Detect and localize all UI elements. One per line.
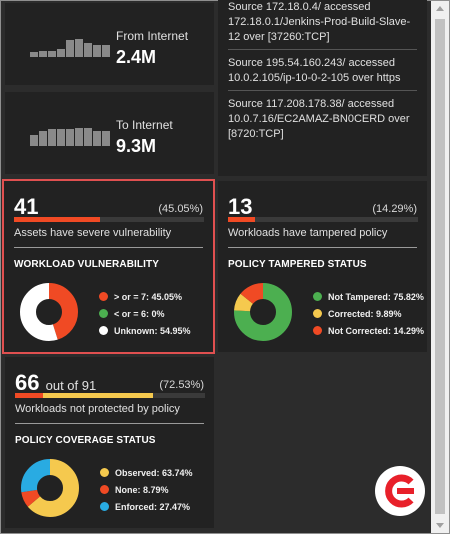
vulnerability-description: Assets have severe vulnerability (14, 227, 172, 239)
legend-dot (313, 309, 322, 318)
workload-vulnerability-card[interactable]: 41 (45.05%) Assets have severe vulnerabi… (2, 179, 215, 354)
tampered-progress-fill (228, 217, 255, 222)
sparkline-bar (93, 131, 101, 146)
donut-slice[interactable] (234, 283, 292, 341)
scroll-up-icon[interactable] (436, 6, 444, 11)
sparkline-bar (75, 39, 83, 57)
coverage-percent: (72.53%) (159, 379, 204, 391)
coverage-count: 66 out of 91 (15, 370, 96, 396)
legend-label: Not Tampered: 75.82% (328, 291, 424, 302)
access-event-item[interactable]: Source 195.54.160.243/ accessed 10.0.2.1… (228, 50, 417, 91)
vulnerability-progress-bar (14, 217, 204, 222)
coverage-count-suffix: out of 91 (45, 378, 97, 393)
access-events-list: Source 172.18.0.4/ accessed 172.18.0.1/J… (218, 0, 427, 176)
legend-label: Observed: 63.74% (115, 467, 193, 478)
sparkline-bar (66, 40, 74, 57)
sparkline-bar (75, 128, 83, 146)
donut-slice[interactable] (21, 459, 79, 517)
coverage-progress-bar (15, 393, 205, 398)
sparkline-bar (39, 51, 47, 57)
legend-item: < or = 6: 0% (99, 305, 191, 322)
sparkline-bar (102, 131, 110, 146)
legend-item: None: 8.79% (100, 481, 193, 498)
legend-dot (100, 468, 109, 477)
sparkline-bar (84, 43, 92, 57)
from-internet-sparkline (30, 39, 110, 57)
tampered-donut-chart[interactable] (234, 283, 292, 341)
sparkline-bar (57, 49, 65, 57)
legend-label: Corrected: 9.89% (328, 308, 402, 319)
coverage-legend: Observed: 63.74% None: 8.79% Enforced: 2… (100, 464, 193, 515)
legend-label: Unknown: 54.95% (114, 325, 191, 336)
from-internet-card[interactable]: From Internet 2.4M (5, 3, 214, 85)
donut-slice[interactable] (20, 283, 78, 341)
vertical-scrollbar[interactable] (431, 1, 449, 533)
tampered-progress-bar (228, 217, 418, 222)
brand-logo-icon[interactable] (375, 466, 425, 516)
from-internet-value: 2.4M (116, 47, 157, 67)
legend-label: Not Corrected: 14.29% (328, 325, 425, 336)
vulnerability-count: 41 (14, 194, 39, 219)
legend-label: > or = 7: 45.05% (114, 291, 183, 302)
to-internet-card[interactable]: To Internet 9.3M (5, 92, 214, 174)
to-internet-label: To Internet (116, 118, 173, 132)
tampered-percent: (14.29%) (372, 203, 417, 215)
legend-label: < or = 6: 0% (114, 308, 165, 319)
legend-label: Enforced: 27.47% (115, 501, 191, 512)
tampered-count: 13 (228, 194, 253, 219)
to-internet-value: 9.3M (116, 136, 157, 156)
legend-item: > or = 7: 45.05% (99, 288, 191, 305)
divider (14, 247, 203, 248)
sparkline-bar (30, 52, 38, 57)
legend-item: Not Corrected: 14.29% (313, 322, 424, 339)
sparkline-bar (102, 45, 110, 57)
legend-dot (99, 292, 108, 301)
legend-label: None: 8.79% (115, 484, 169, 495)
access-event-item[interactable]: Source 117.208.178.38/ accessed 10.0.7.1… (228, 98, 410, 140)
divider (228, 247, 417, 248)
scrollbar-thumb[interactable] (435, 19, 445, 514)
legend-dot (100, 502, 109, 511)
workload-vulnerability-title: WORKLOAD VULNERABILITY (14, 259, 159, 270)
legend-item: Corrected: 9.89% (313, 305, 424, 322)
from-internet-label: From Internet (116, 29, 189, 43)
legend-item: Unknown: 54.95% (99, 322, 191, 339)
vulnerability-progress-fill (14, 217, 100, 222)
coverage-description: Workloads not protected by policy (15, 403, 180, 415)
sparkline-bar (30, 135, 38, 146)
vulnerability-percent: (45.05%) (158, 203, 203, 215)
sparkline-bar (93, 45, 101, 57)
policy-coverage-title: POLICY COVERAGE STATUS (15, 435, 156, 446)
scroll-down-icon[interactable] (436, 523, 444, 528)
sparkline-bar (57, 129, 65, 146)
legend-dot (313, 292, 322, 301)
vulnerability-donut-chart[interactable] (20, 283, 78, 341)
tampered-legend: Not Tampered: 75.82% Corrected: 9.89% No… (313, 288, 424, 339)
policy-tampered-card[interactable]: 13 (14.29%) Workloads have tampered poli… (218, 181, 427, 352)
coverage-progress-fill (15, 393, 153, 398)
legend-item: Not Tampered: 75.82% (313, 288, 424, 305)
vulnerability-legend: > or = 7: 45.05% < or = 6: 0% Unknown: 5… (99, 288, 191, 339)
legend-dot (313, 326, 322, 335)
sparkline-bar (39, 131, 47, 146)
legend-dot (99, 309, 108, 318)
sparkline-bar (84, 128, 92, 146)
access-event-item[interactable]: Source 172.18.0.4/ accessed 172.18.0.1/J… (228, 0, 417, 50)
coverage-donut-chart[interactable] (21, 459, 79, 517)
legend-item: Enforced: 27.47% (100, 498, 193, 515)
policy-coverage-card[interactable]: 66 out of 91 (72.53%) Workloads not prot… (5, 357, 214, 528)
to-internet-sparkline (30, 128, 110, 146)
sparkline-bar (66, 129, 74, 146)
legend-dot (100, 485, 109, 494)
tampered-description: Workloads have tampered policy (228, 227, 388, 239)
legend-dot (99, 326, 108, 335)
policy-tampered-title: POLICY TAMPERED STATUS (228, 259, 367, 270)
sparkline-bar (48, 129, 56, 146)
divider (15, 423, 204, 424)
sparkline-bar (48, 51, 56, 57)
legend-item: Observed: 63.74% (100, 464, 193, 481)
coverage-count-value: 66 (15, 370, 40, 395)
